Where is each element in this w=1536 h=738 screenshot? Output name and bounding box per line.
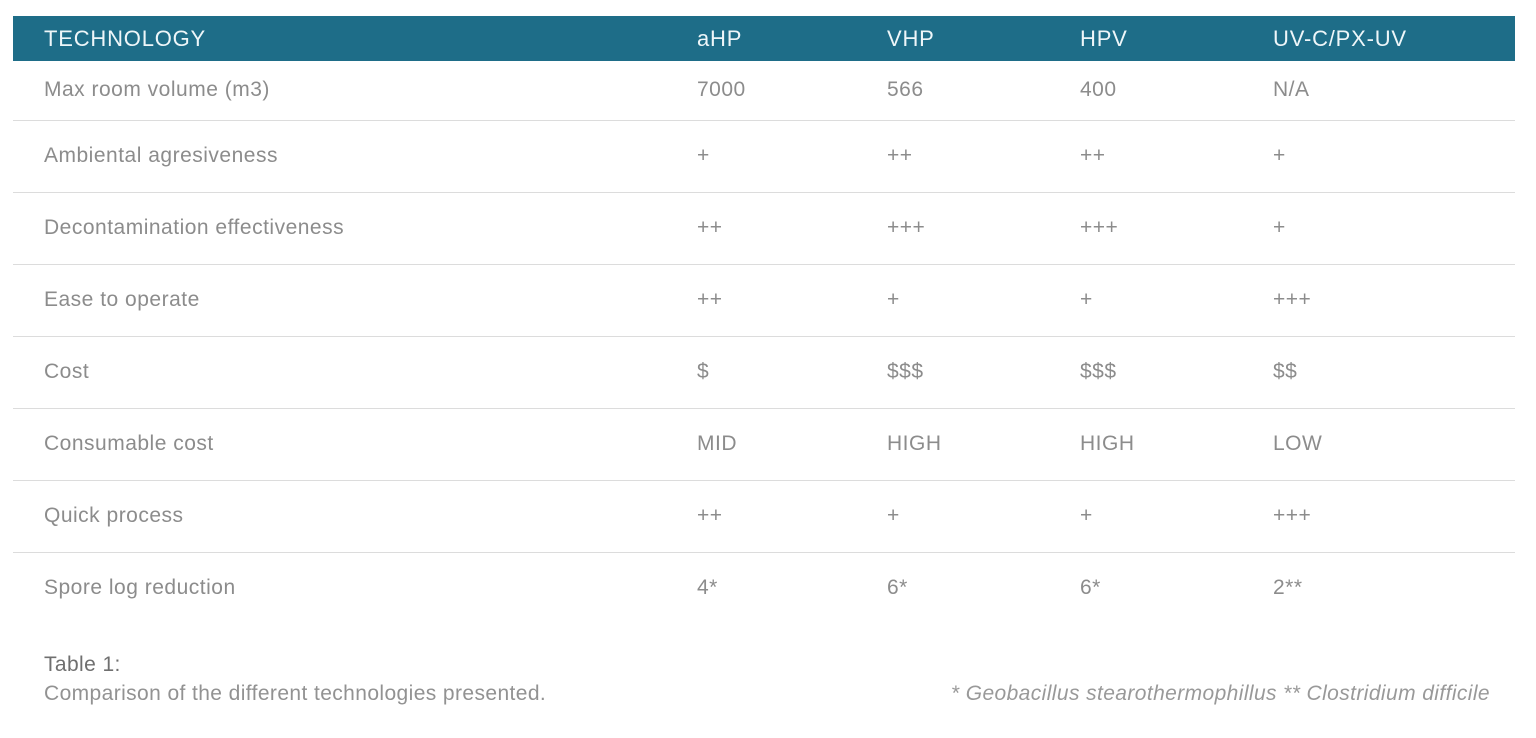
cell-value: + <box>887 288 900 311</box>
cell-value: 6* <box>887 576 908 600</box>
table-header-row: TECHNOLOGY aHP VHP HPV UV-C/PX-UV <box>13 16 1515 61</box>
cell-value: 6* <box>1080 576 1101 600</box>
column-header-technology: TECHNOLOGY <box>44 25 207 51</box>
row-label: Cost <box>44 360 90 383</box>
cell-value: 4* <box>697 576 718 600</box>
cell-value: $$ <box>1273 360 1298 383</box>
cell-value: MID <box>697 432 737 455</box>
table-row: Consumable cost MID HIGH HIGH LOW <box>13 408 1515 480</box>
cell-value: +++ <box>887 216 926 239</box>
row-label: Quick process <box>44 504 184 527</box>
page: TECHNOLOGY aHP VHP HPV UV-C/PX-UV Max ro… <box>13 16 1515 708</box>
row-label: Ambiental agresiveness <box>44 144 278 167</box>
cell-value: + <box>1273 144 1286 167</box>
column-header-vhp: VHP <box>887 25 935 51</box>
cell-value: +++ <box>1080 216 1119 239</box>
cell-value: + <box>1080 504 1093 527</box>
cell-value: $$$ <box>1080 360 1117 383</box>
cell-value: ++ <box>697 504 723 527</box>
table-row: Cost $ $$$ $$$ $$ <box>13 336 1515 408</box>
table-row: Ease to operate ++ + + +++ <box>13 264 1515 336</box>
table-row: Spore log reduction 4* 6* 6* 2** <box>13 552 1515 624</box>
table-footer: Table 1: Comparison of the different tec… <box>13 650 1515 708</box>
cell-value: ++ <box>697 216 723 239</box>
column-header-hpv: HPV <box>1080 25 1128 51</box>
cell-value: + <box>1273 216 1286 239</box>
technology-comparison-table: TECHNOLOGY aHP VHP HPV UV-C/PX-UV Max ro… <box>13 16 1515 624</box>
cell-value: N/A <box>1273 78 1310 102</box>
cell-value: ++ <box>697 288 723 311</box>
row-label: Decontamination effectiveness <box>44 216 345 239</box>
row-label: Ease to operate <box>44 288 200 311</box>
cell-value: + <box>1080 288 1093 311</box>
cell-value: HIGH <box>887 432 942 455</box>
cell-value: $ <box>697 360 710 383</box>
table-caption-text: Comparison of the different technologies… <box>44 682 547 705</box>
cell-value: +++ <box>1273 504 1312 527</box>
cell-value: ++ <box>1080 144 1106 167</box>
cell-value: ++ <box>887 144 913 167</box>
column-header-uvc-pxuv: UV-C/PX-UV <box>1273 25 1407 51</box>
table-row: Quick process ++ + + +++ <box>13 480 1515 552</box>
row-label: Spore log reduction <box>44 576 236 600</box>
row-label: Max room volume (m3) <box>44 78 270 102</box>
cell-value: 566 <box>887 78 924 102</box>
table-row: Decontamination effectiveness ++ +++ +++… <box>13 192 1515 264</box>
cell-value: LOW <box>1273 432 1323 455</box>
table-footnote: * Geobacillus stearothermophillus ** Clo… <box>950 682 1490 705</box>
table-row: Max room volume (m3) 7000 566 400 N/A <box>13 61 1515 120</box>
table-caption-title: Table 1: <box>44 653 121 676</box>
cell-value: +++ <box>1273 288 1312 311</box>
table-row: Ambiental agresiveness + ++ ++ + <box>13 120 1515 192</box>
row-label: Consumable cost <box>44 432 214 455</box>
cell-value: + <box>697 144 710 167</box>
cell-value: 2** <box>1273 576 1303 600</box>
column-header-ahp: aHP <box>697 25 743 51</box>
cell-value: + <box>887 504 900 527</box>
cell-value: 400 <box>1080 78 1117 102</box>
table-caption: Table 1: Comparison of the different tec… <box>13 650 546 708</box>
cell-value: $$$ <box>887 360 924 383</box>
cell-value: 7000 <box>697 78 746 102</box>
cell-value: HIGH <box>1080 432 1135 455</box>
